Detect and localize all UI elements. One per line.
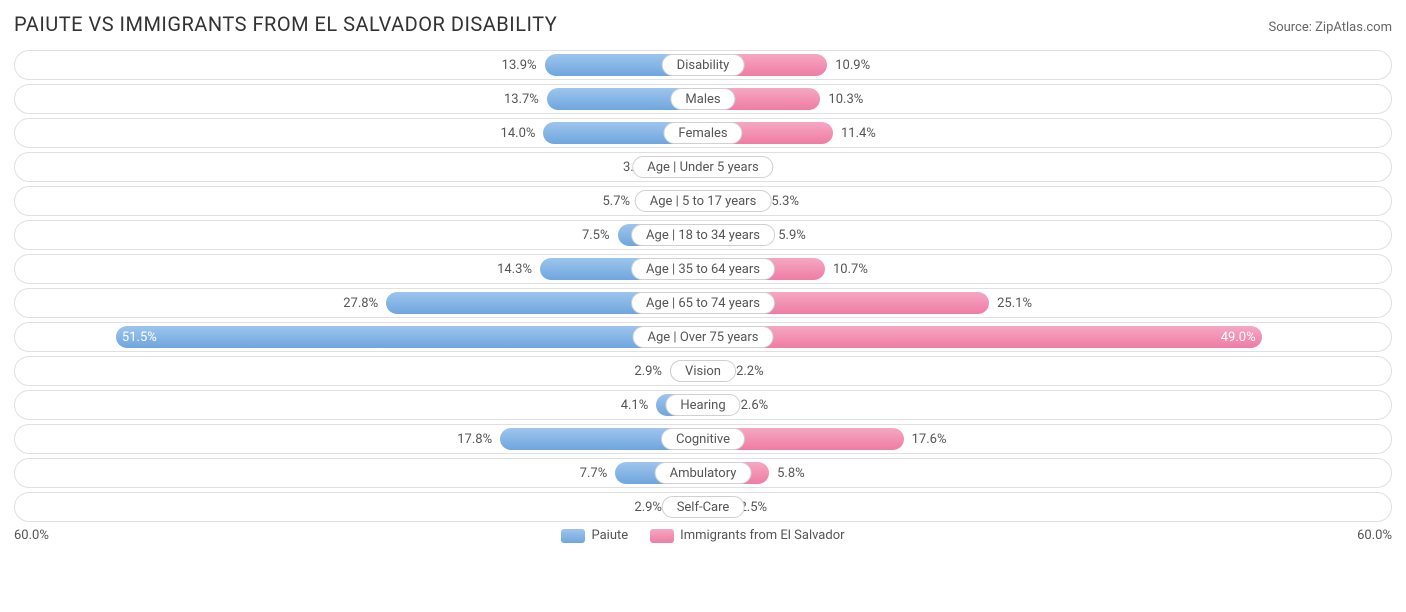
value-label-left: 51.5% [122,326,157,348]
value-label-left: 13.7% [504,88,547,110]
chart-row: 13.7% 10.3% Males [14,84,1392,114]
chart-row: 4.1%2.6%Hearing [14,390,1392,420]
chart-title: PAIUTE VS IMMIGRANTS FROM EL SALVADOR DI… [14,12,557,36]
chart-source: Source: ZipAtlas.com [1268,20,1392,35]
legend-item-left: Paiute [561,528,628,543]
legend-swatch-right [650,529,674,543]
chart-row: 13.9% 10.9% Disability [14,50,1392,80]
category-label: Age | 18 to 34 years [631,224,775,246]
chart-row: 5.7%5.3%Age | 5 to 17 years [14,186,1392,216]
value-label-left: 13.9% [502,54,545,76]
value-label-left: 7.7% [580,462,616,484]
value-label-left: 27.8% [343,292,386,314]
axis-max-right: 60.0% [1312,528,1392,543]
legend-item-right: Immigrants from El Salvador [650,528,844,543]
bar-right: 49.0% [703,326,1262,348]
chart-row: 2.9%2.5%Self-Care [14,492,1392,522]
value-label-left: 2.9% [634,360,670,382]
category-label: Vision [670,360,736,382]
value-label-right: 5.8% [769,462,805,484]
category-label: Ambulatory [655,462,752,484]
bar-left: 51.5% [116,326,703,348]
value-label-right: 25.1% [989,292,1032,314]
category-label: Age | Under 5 years [632,156,773,178]
value-label-left: 17.8% [457,428,500,450]
value-label-left: 7.5% [582,224,618,246]
value-label-right: 49.0% [1221,326,1256,348]
value-label-right: 5.9% [770,224,806,246]
value-label-right: 10.9% [827,54,870,76]
chart-row: 27.8% 25.1% Age | 65 to 74 years [14,288,1392,318]
value-label-right: 17.6% [904,428,947,450]
category-label: Males [670,88,735,110]
chart-footer: 60.0% Paiute Immigrants from El Salvador… [14,528,1392,543]
chart-row: 14.3% 10.7% Age | 35 to 64 years [14,254,1392,284]
chart-row: 7.7% 5.8% Ambulatory [14,458,1392,488]
value-label-left: 4.1% [621,394,657,416]
category-label: Cognitive [661,428,745,450]
value-label-right: 11.4% [833,122,876,144]
chart-legend: Paiute Immigrants from El Salvador [561,528,844,543]
chart-row: 51.5% 49.0% Age | Over 75 years [14,322,1392,352]
category-label: Disability [662,54,745,76]
chart-row: 7.5% 5.9%Age | 18 to 34 years [14,220,1392,250]
category-label: Self-Care [662,496,745,518]
chart-row: 14.0% 11.4% Females [14,118,1392,148]
category-label: Age | 35 to 64 years [631,258,775,280]
category-label: Age | Over 75 years [633,326,774,348]
chart-row: 2.9%2.2%Vision [14,356,1392,386]
legend-label-right: Immigrants from El Salvador [680,528,844,543]
chart-row: 3.9%1.1%Age | Under 5 years [14,152,1392,182]
value-label-right: 10.7% [825,258,868,280]
chart-header: PAIUTE VS IMMIGRANTS FROM EL SALVADOR DI… [14,12,1392,36]
chart-row: 17.8% 17.6% Cognitive [14,424,1392,454]
legend-swatch-left [561,529,585,543]
legend-label-left: Paiute [591,528,628,543]
diverging-bar-chart: 13.9% 10.9% Disability 13.7% 10.3% Males 14.0%… [14,50,1392,522]
value-label-left: 14.3% [497,258,540,280]
value-label-right: 10.3% [820,88,863,110]
axis-max-left: 60.0% [14,528,94,543]
category-label: Age | 65 to 74 years [631,292,775,314]
category-label: Age | 5 to 17 years [635,190,772,212]
category-label: Hearing [665,394,740,416]
category-label: Females [663,122,742,144]
value-label-left: 14.0% [501,122,544,144]
value-label-left: 5.7% [602,190,638,212]
